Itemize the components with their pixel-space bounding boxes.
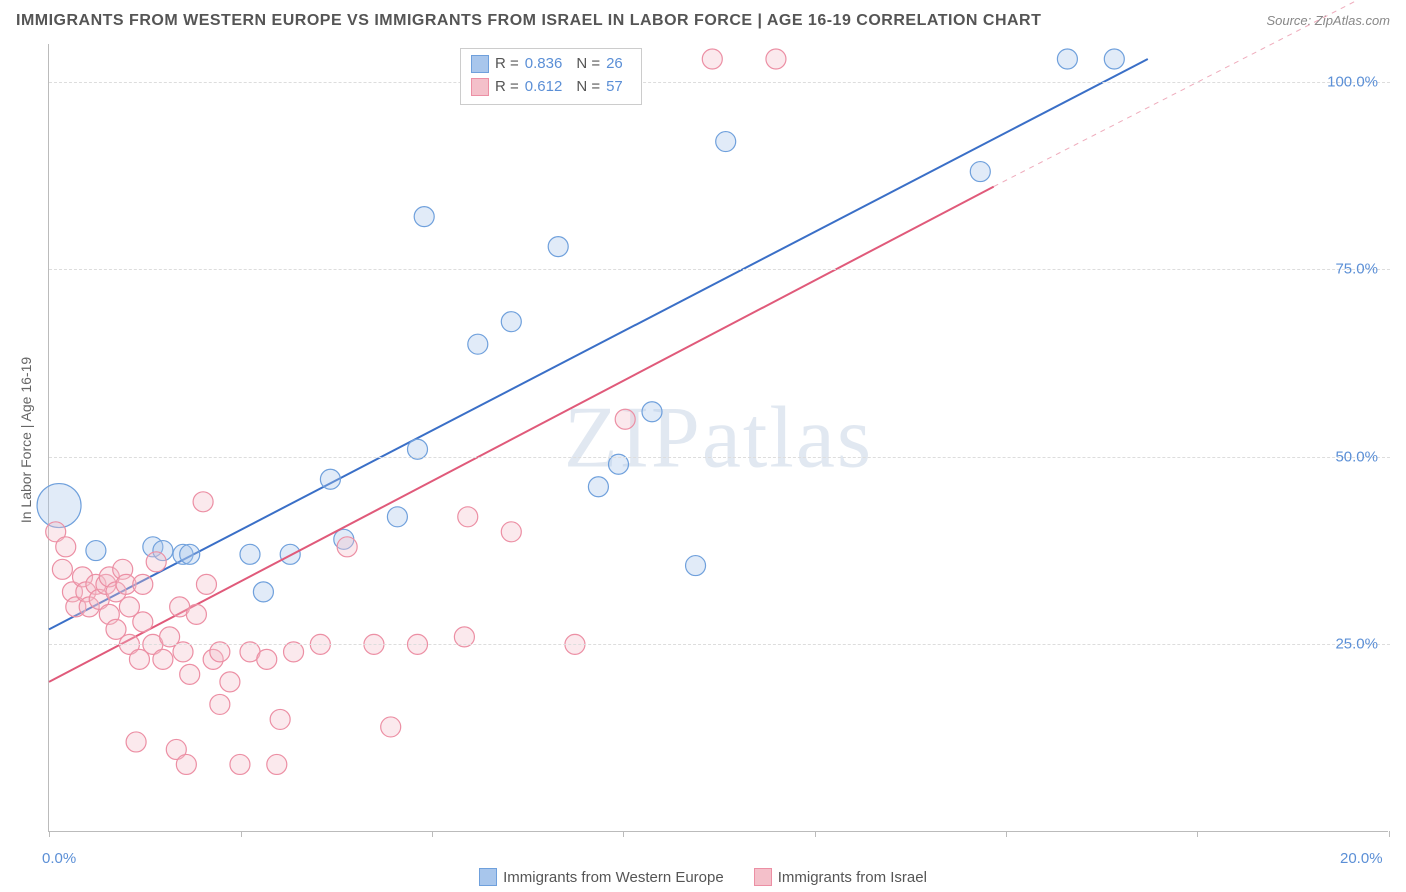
data-point <box>501 522 521 542</box>
stat-r-label: R = <box>495 53 519 76</box>
data-point <box>146 552 166 572</box>
x-tick-label: 20.0% <box>1340 850 1383 867</box>
stat-n-label: N = <box>576 53 600 76</box>
data-point <box>133 612 153 632</box>
stat-n-value: 57 <box>606 76 623 99</box>
y-axis-title: In Labor Force | Age 16-19 <box>18 357 34 523</box>
data-point <box>702 49 722 69</box>
legend-label: Immigrants from Israel <box>778 869 927 886</box>
data-point <box>180 544 200 564</box>
data-point <box>468 334 488 354</box>
data-point <box>1057 49 1077 69</box>
x-tick <box>1006 831 1007 837</box>
data-point <box>766 49 786 69</box>
x-tick-label: 0.0% <box>42 850 76 867</box>
stat-r-label: R = <box>495 76 519 99</box>
legend-swatch <box>471 78 489 96</box>
gridline <box>49 82 1390 83</box>
gridline <box>49 269 1390 270</box>
data-point <box>230 754 250 774</box>
y-tick-label: 25.0% <box>1335 636 1378 653</box>
x-tick <box>432 831 433 837</box>
data-point <box>196 574 216 594</box>
data-point <box>180 664 200 684</box>
data-point <box>716 132 736 152</box>
plot-svg <box>49 44 1388 831</box>
legend-item: Immigrants from Israel <box>754 868 927 886</box>
data-point <box>1104 49 1124 69</box>
stats-box: R = 0.836 N = 26 R = 0.612 N = 57 <box>460 48 642 105</box>
plot-area: ZIPatlas 25.0%50.0%75.0%100.0% <box>48 44 1388 832</box>
data-point <box>56 537 76 557</box>
data-point <box>501 312 521 332</box>
data-point <box>686 556 706 576</box>
y-tick-label: 75.0% <box>1335 261 1378 278</box>
data-point <box>337 537 357 557</box>
legend-label: Immigrants from Western Europe <box>503 869 724 886</box>
x-tick <box>1389 831 1390 837</box>
data-point <box>52 559 72 579</box>
data-point <box>615 409 635 429</box>
data-point <box>642 402 662 422</box>
data-point <box>414 207 434 227</box>
x-tick <box>1197 831 1198 837</box>
source-text: Source: ZipAtlas.com <box>1266 13 1390 28</box>
stats-row: R = 0.612 N = 57 <box>471 76 631 99</box>
data-point <box>133 574 153 594</box>
data-point <box>381 717 401 737</box>
legend-swatch <box>754 868 772 886</box>
data-point <box>548 237 568 257</box>
data-point <box>240 544 260 564</box>
data-point <box>210 694 230 714</box>
y-tick-label: 100.0% <box>1327 73 1378 90</box>
data-point <box>86 541 106 561</box>
data-point <box>186 604 206 624</box>
legend-swatch <box>471 55 489 73</box>
stat-r-value: 0.612 <box>525 76 563 99</box>
gridline <box>49 457 1390 458</box>
legend-item: Immigrants from Western Europe <box>479 868 724 886</box>
gridline <box>49 644 1390 645</box>
data-point <box>257 649 277 669</box>
data-point <box>267 754 287 774</box>
x-tick <box>241 831 242 837</box>
data-point <box>588 477 608 497</box>
data-point <box>220 672 240 692</box>
stat-n-value: 26 <box>606 53 623 76</box>
regression-line <box>49 59 1148 629</box>
data-point <box>970 162 990 182</box>
x-tick <box>623 831 624 837</box>
data-point <box>153 649 173 669</box>
data-point <box>37 484 81 528</box>
y-tick-label: 50.0% <box>1335 448 1378 465</box>
data-point <box>270 709 290 729</box>
legend-swatch <box>479 868 497 886</box>
data-point <box>126 732 146 752</box>
stat-r-value: 0.836 <box>525 53 563 76</box>
title-bar: IMMIGRANTS FROM WESTERN EUROPE VS IMMIGR… <box>16 12 1390 30</box>
x-tick <box>49 831 50 837</box>
data-point <box>320 469 340 489</box>
stats-row: R = 0.836 N = 26 <box>471 53 631 76</box>
data-point <box>458 507 478 527</box>
data-point <box>193 492 213 512</box>
data-point <box>176 754 196 774</box>
bottom-legend: Immigrants from Western Europe Immigrants… <box>0 868 1406 886</box>
stat-n-label: N = <box>576 76 600 99</box>
chart-title: IMMIGRANTS FROM WESTERN EUROPE VS IMMIGR… <box>16 12 1041 30</box>
data-point <box>387 507 407 527</box>
x-tick <box>815 831 816 837</box>
data-point <box>253 582 273 602</box>
